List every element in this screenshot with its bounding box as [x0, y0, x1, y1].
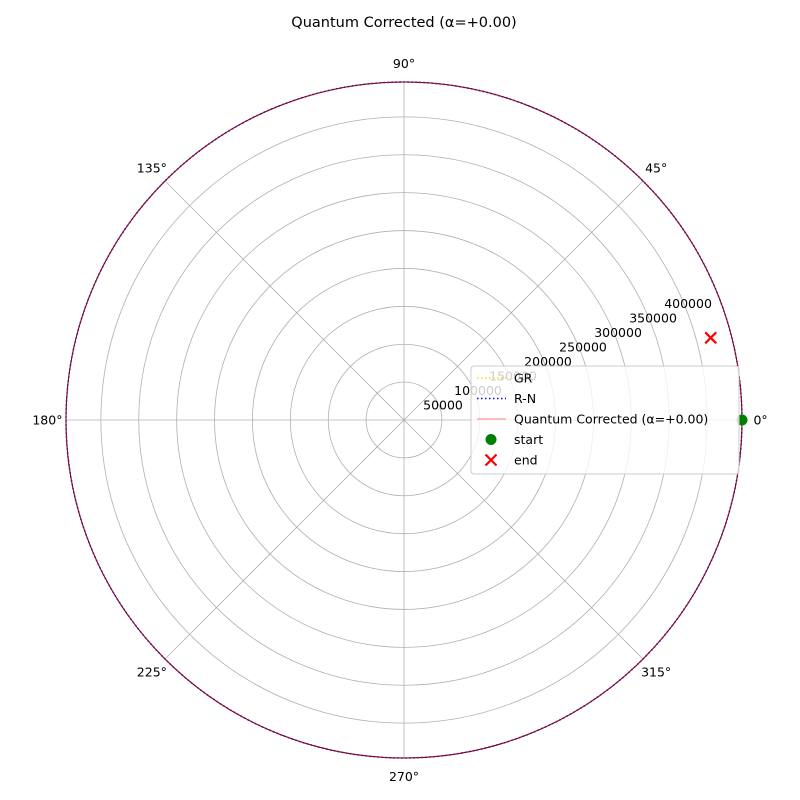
angle-tick-label: 135° — [137, 160, 167, 175]
legend-entry: end — [484, 453, 538, 468]
legend-swatch — [484, 453, 498, 467]
radial-gridline — [365, 381, 443, 459]
legend-box — [470, 365, 740, 475]
angle-tick-label: 180° — [32, 413, 62, 428]
angle-gridline — [403, 180, 644, 421]
legend-label: start — [514, 432, 543, 447]
radial-tick-label: 250000 — [559, 339, 607, 354]
angle-tick-label: 0° — [753, 413, 767, 428]
angle-gridline — [164, 180, 405, 421]
legend-entry: start — [485, 432, 543, 447]
end-marker-stroke — [704, 331, 717, 345]
radial-tick-label: 50000 — [423, 397, 463, 412]
angle-tick-label: 45° — [645, 160, 667, 175]
chart-title: Quantum Corrected (α=+0.00) — [291, 15, 516, 31]
radial-tick-label: 200000 — [524, 354, 572, 369]
legend: GR R-N Quantum Corrected (α=+0.00) start end — [470, 365, 740, 475]
legend-entry: Quantum Corrected (α=+0.00) — [477, 412, 708, 427]
angle-gridline — [164, 419, 405, 660]
legend-entry: GR — [477, 371, 533, 386]
angle-tick-label: 270° — [389, 769, 419, 784]
angle-tick-label: 225° — [137, 665, 167, 680]
angle-gridline — [403, 419, 644, 660]
angle-tick-label: 90° — [393, 56, 415, 71]
radial-tick-label: 400000 — [664, 296, 712, 311]
legend-label: R-N — [514, 391, 536, 406]
radial-tick-label: 350000 — [629, 310, 677, 325]
legend-swatch — [485, 434, 497, 445]
legend-label: Quantum Corrected (α=+0.00) — [514, 412, 708, 427]
legend-label: GR — [514, 371, 533, 386]
legend-label: end — [514, 453, 538, 468]
end-marker — [704, 331, 717, 345]
angle-tick-label: 315° — [641, 665, 671, 680]
legend-entry: R-N — [477, 391, 536, 406]
radial-tick-label: 300000 — [594, 325, 642, 340]
